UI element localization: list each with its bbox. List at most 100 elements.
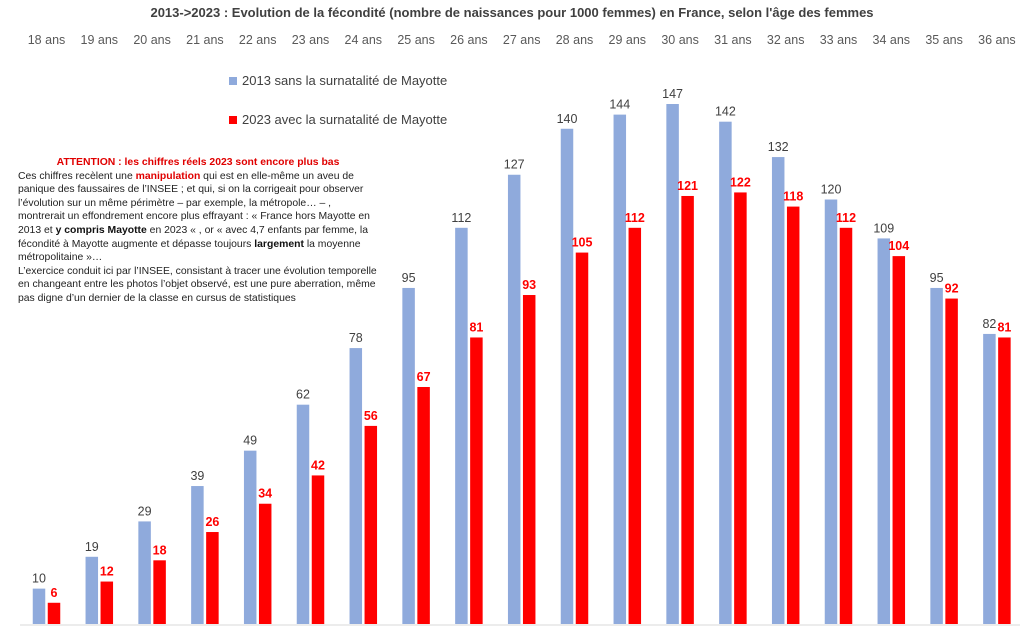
- data-label-2023: 56: [364, 409, 378, 423]
- data-label-2013: 147: [662, 87, 683, 101]
- bar-2013: [507, 174, 521, 625]
- category-axis-labels: 18 ans 19 ans 20 ans 21 ans 22 ans 23 ans 24 a…: [28, 33, 1016, 47]
- bar-2013: [455, 227, 468, 625]
- category-label: 23 ans: [292, 33, 330, 47]
- legend-item-2013: 2013 sans la surnatalité de Mayotte: [229, 73, 447, 88]
- bar-2023: [364, 425, 378, 624]
- data-label-2023: 105: [572, 236, 593, 250]
- bar-2023: [575, 252, 589, 625]
- annotation-heading: ATTENTION : les chiffres réels 2023 sont…: [56, 157, 340, 168]
- category-label: 22 ans: [239, 33, 277, 47]
- bar-2023: [417, 386, 430, 624]
- data-label-2013: 112: [451, 211, 471, 225]
- data-label-2013: 120: [821, 183, 842, 197]
- bar-2023: [522, 295, 536, 624]
- annotation-emphasis-mayotte: y compris Mayotte: [55, 224, 147, 236]
- legend-swatch-2023: [229, 115, 237, 124]
- bar-2013: [771, 157, 785, 624]
- data-label-2013: 62: [296, 388, 310, 402]
- category-label: 29 ans: [609, 33, 647, 47]
- annotation-text: Ces chiffres recèlent une: [18, 170, 136, 182]
- bar-2013: [930, 287, 943, 624]
- data-label-2023: 118: [783, 190, 803, 204]
- category-label: 33 ans: [820, 33, 858, 47]
- bar-2013: [824, 199, 838, 625]
- bar-2023: [258, 503, 272, 624]
- bar-2013: [613, 114, 627, 624]
- bar-2013: [349, 348, 363, 624]
- data-label-2023: 112: [836, 211, 856, 225]
- category-label: 31 ans: [714, 33, 752, 47]
- bar-2023: [100, 581, 114, 624]
- category-label: 19 ans: [81, 33, 119, 47]
- data-label-2023: 121: [677, 179, 698, 193]
- data-label-2023: 104: [888, 239, 909, 253]
- data-label-2013: 49: [243, 434, 257, 448]
- data-label-2013: 132: [768, 140, 789, 154]
- bars: [32, 104, 1011, 625]
- bar-2013: [402, 287, 415, 624]
- data-label-2023: 34: [258, 487, 272, 501]
- legend-label-2023: 2023 avec la surnatalité de Mayotte: [242, 112, 448, 127]
- bar-2023: [628, 227, 642, 625]
- annotation-paragraph-2: L’exercice conduit ici par l’INSEE, cons…: [18, 265, 377, 304]
- category-label: 34 ans: [873, 33, 911, 47]
- annotation-text: qui est en elle-même un aveu de panique …: [18, 170, 370, 236]
- data-label-2023: 12: [100, 565, 114, 579]
- annotation-text: en 2023 « , or « avec 4,7 enfants par fe…: [18, 224, 369, 250]
- data-label-2013: 10: [32, 572, 46, 586]
- data-label-2013: 29: [138, 504, 152, 518]
- bar-2013: [560, 128, 574, 624]
- bar-2013: [296, 404, 310, 624]
- annotation-emphasis-manipulation: manipulation: [135, 170, 201, 182]
- data-label-2013: 39: [190, 469, 204, 483]
- bar-2023: [839, 227, 853, 625]
- bar-2023: [734, 192, 747, 625]
- chart-title: 2013->2023 : Evolution de la fécondité (…: [150, 5, 874, 20]
- bar-2023: [206, 532, 219, 624]
- data-label-2013: 127: [504, 158, 525, 172]
- data-label-2013: 109: [873, 221, 894, 235]
- bar-2013: [85, 556, 99, 624]
- data-label-2023: 112: [625, 211, 645, 225]
- bar-2023: [153, 560, 166, 624]
- bar-2023: [998, 337, 1011, 624]
- data-label-2023: 81: [469, 320, 483, 334]
- category-label: 32 ans: [767, 33, 805, 47]
- category-label: 25 ans: [397, 33, 435, 47]
- data-label-2013: 142: [715, 105, 736, 119]
- bar-2013: [138, 521, 151, 624]
- bar-2023: [311, 475, 325, 624]
- category-label: 20 ans: [133, 33, 171, 47]
- data-label-2023: 81: [997, 320, 1011, 334]
- category-label: 35 ans: [925, 33, 963, 47]
- legend-swatch-2013: [229, 76, 237, 85]
- bar-2013: [243, 450, 257, 624]
- bar-2023: [786, 206, 800, 625]
- data-label-2013: 144: [609, 98, 630, 112]
- bar-2013: [191, 486, 204, 624]
- category-label: 18 ans: [28, 33, 66, 47]
- bar-2013: [666, 104, 679, 624]
- data-label-2013: 78: [349, 331, 363, 345]
- data-label-2023: 6: [51, 586, 58, 600]
- data-label-2023: 93: [522, 278, 536, 292]
- bar-2023: [681, 195, 694, 625]
- bar-2023: [945, 298, 958, 624]
- category-label: 27 ans: [503, 33, 541, 47]
- annotation-text-box: ATTENTION : les chiffres réels 2023 sont…: [18, 156, 378, 306]
- data-label-2013: 95: [402, 271, 416, 285]
- category-label: 24 ans: [345, 33, 383, 47]
- bar-2013: [877, 238, 891, 625]
- bar-2013: [983, 333, 996, 624]
- data-label-2023: 26: [205, 515, 219, 529]
- annotation-text: la moyenne métropolitaine »…: [18, 238, 361, 264]
- data-label-2013: 95: [930, 271, 944, 285]
- annotation-emphasis-largement: largement: [254, 238, 304, 250]
- bar-2013: [32, 588, 46, 624]
- data-label-2013: 140: [557, 112, 578, 126]
- data-label-2023: 42: [311, 458, 325, 472]
- category-label: 28 ans: [556, 33, 594, 47]
